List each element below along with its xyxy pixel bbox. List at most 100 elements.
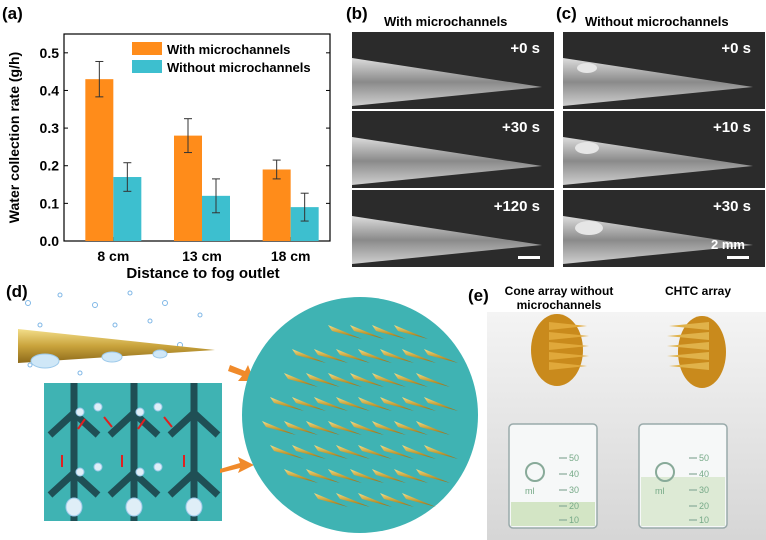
right-array-label: CHTC array [664,284,732,298]
photo-b-2: +30 s [352,111,554,188]
cone [328,325,362,339]
cone [380,493,414,507]
time-label: +0 s [510,40,540,57]
time-label: +30 s [502,119,540,136]
beaker-volume: ml [525,486,535,496]
panel-label-d: (d) [6,282,28,301]
cone [270,445,304,459]
cone [380,445,414,459]
cone-image [563,137,753,185]
x-tick-label: 13 cm [182,248,222,264]
arrow-icon [220,457,254,473]
photo-b-1: +0 s [352,32,554,109]
cone [424,445,458,459]
x-tick-label: 8 cm [97,248,129,264]
cone [372,469,406,483]
bar [262,169,291,241]
cone [292,445,326,459]
cone [336,445,370,459]
cone [402,397,436,411]
y-tick-label: 0.5 [40,45,60,61]
cone [270,397,304,411]
y-tick-label: 0.3 [40,120,60,136]
cone [306,421,340,435]
cone [328,469,362,483]
y-axis-label: Water collection rate (g/h) [6,52,22,223]
time-label: +0 s [721,40,751,57]
cone [402,445,436,459]
cone-image [352,137,542,185]
cone [394,373,428,387]
x-tick-label: 18 cm [271,248,311,264]
photo-c-2: +10 s [563,111,765,188]
cone-image [352,58,542,106]
photo-c-1: +0 s [563,32,765,109]
panel-b-title: With microchannels [384,14,508,29]
cone-image [563,58,753,106]
cone-image [352,216,542,264]
cone [394,469,428,483]
panel-label-c: (c) [556,4,577,23]
beaker-mark: 50 [569,453,579,463]
cone [292,349,326,363]
cone [424,349,458,363]
cone [358,445,392,459]
cone [314,397,348,411]
cone [314,349,348,363]
cone [336,493,370,507]
bar [174,135,202,241]
legend-swatch [132,42,162,55]
beaker-mark: 30 [569,485,579,495]
cone [372,325,406,339]
cone [394,421,428,435]
legend-label: With microchannels [167,42,290,57]
cone [380,349,414,363]
cone [416,373,450,387]
y-tick-label: 0.0 [40,233,60,249]
y-tick-label: 0.1 [40,195,60,211]
legend-label: Without microchannels [167,60,311,75]
beaker-volume: ml [655,486,665,496]
bar [85,79,114,241]
cone [358,397,392,411]
cone [394,325,428,339]
fog-droplets [25,290,203,376]
scale-bar [727,256,749,259]
cone [424,397,458,411]
cone [402,349,436,363]
beaker-scene: 50 40 30 20 10 50 40 30 20 10 ml ml [508,314,728,529]
beaker-mark: 20 [569,501,579,511]
panel-label-e: (e) [468,286,489,305]
cone [292,397,326,411]
cone [306,469,340,483]
panel-c-title: Without microchannels [585,14,729,29]
panel-label-b: (b) [346,4,368,23]
cone [284,469,318,483]
scale-bar [518,256,540,259]
y-tick-label: 0.2 [40,158,60,174]
beaker-mark: 40 [699,469,709,479]
beaker-mark: 10 [699,515,709,525]
beaker-mark: 20 [699,501,709,511]
x-axis-label: Distance to fog outlet [126,265,279,282]
cone [358,493,392,507]
cone [380,397,414,411]
photo-c-3: +30 s 2 mm [563,190,765,267]
cone [336,397,370,411]
cone [336,349,370,363]
photo-b-3: +120 s [352,190,554,267]
beaker-mark: 50 [699,453,709,463]
cone [328,421,362,435]
cone [284,421,318,435]
beaker-mark: 40 [569,469,579,479]
time-label: +30 s [713,198,751,215]
cone [350,469,384,483]
cone [402,493,436,507]
cone [314,493,348,507]
cone [350,373,384,387]
cone [350,325,384,339]
cone [416,469,450,483]
time-label: +10 s [713,119,751,136]
panel-label-a: (a) [2,4,23,23]
scale-bar-label: 2 mm [711,237,745,252]
